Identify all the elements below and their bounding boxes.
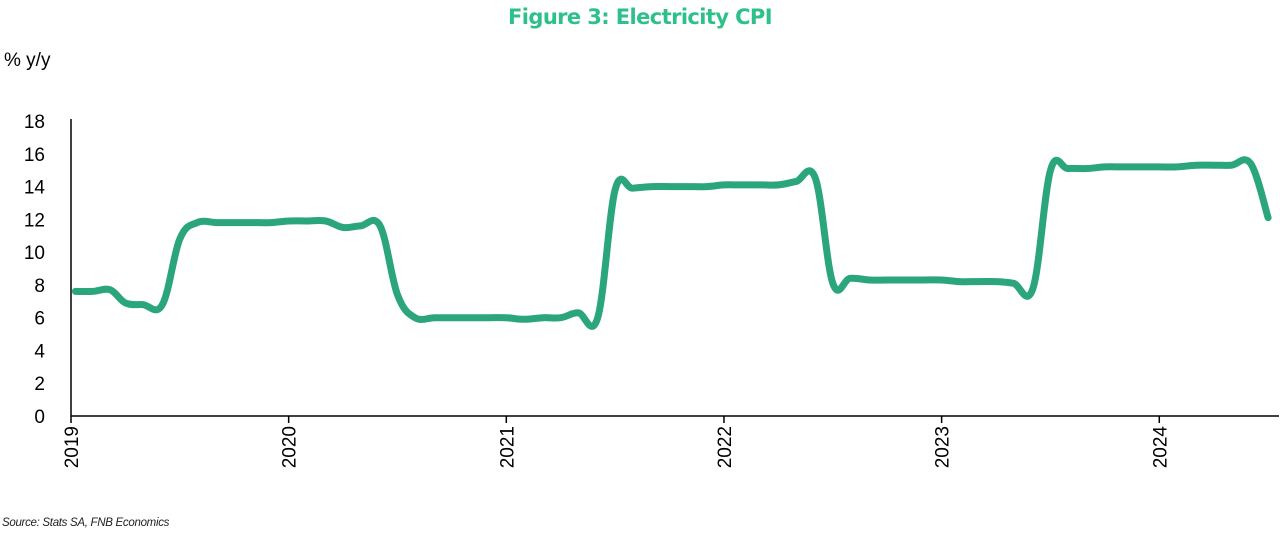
y-axis-label: % y/y [4, 50, 51, 71]
series-line [71, 156, 1272, 330]
y-tick-label: 0 [34, 407, 45, 428]
y-tick-labels: 0 2 4 6 8 10 12 14 16 18 [24, 112, 46, 428]
x-tick-label: 2019 [62, 426, 83, 468]
y-tick-label: 18 [24, 112, 45, 133]
x-tick-label: 2021 [497, 426, 518, 468]
y-tick-label: 4 [34, 341, 45, 362]
y-tick-label: 6 [34, 309, 45, 330]
y-tick-label: 10 [24, 243, 45, 264]
y-tick-label: 8 [34, 276, 45, 297]
x-tick-labels: 2019 2020 2021 2022 2023 2024 [62, 416, 1171, 468]
source-note: Source: Stats SA, FNB Economics [2, 517, 170, 529]
x-tick-label: 2024 [1150, 426, 1171, 469]
y-tick-label: 2 [34, 374, 45, 395]
y-tick-label: 16 [24, 145, 45, 166]
x-tick-label: 2022 [715, 426, 736, 468]
y-tick-label: 12 [24, 210, 45, 231]
x-tick-label: 2020 [280, 426, 301, 468]
chart-title: Figure 3: Electricity CPI [508, 5, 772, 29]
axes [70, 119, 1279, 417]
y-tick-label: 14 [24, 178, 46, 199]
plot-area [71, 156, 1272, 330]
x-tick-label: 2023 [933, 426, 954, 468]
